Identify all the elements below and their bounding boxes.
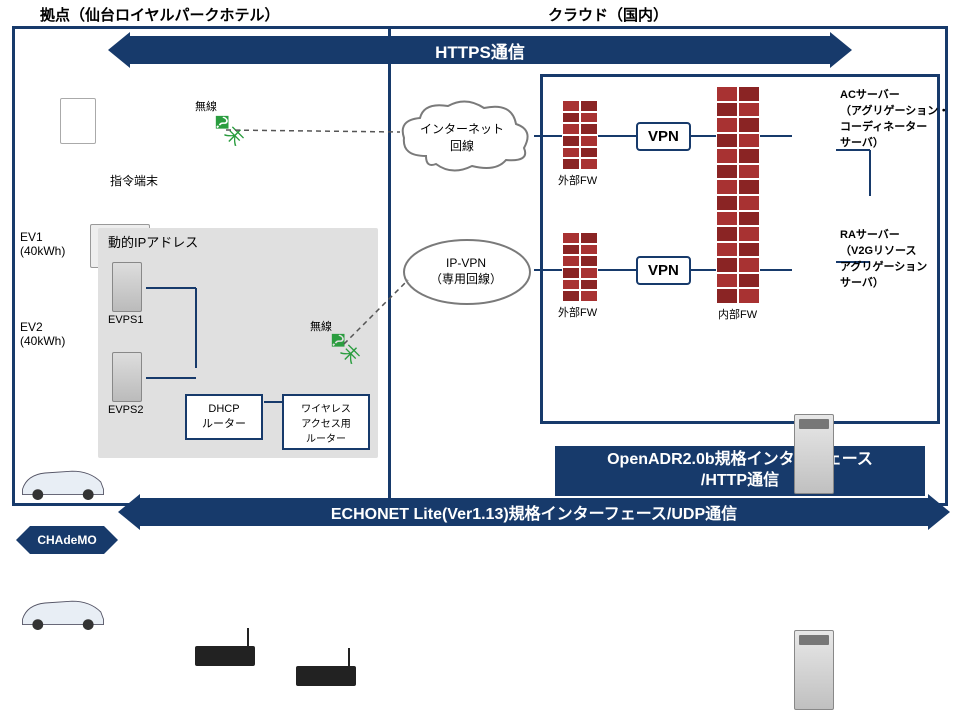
ev1-label: EV1 (40kWh) [20, 230, 65, 258]
dynamic-ip-label: 動的IPアドレス [108, 232, 198, 251]
dhcp-box: DHCP ルーター [185, 394, 263, 440]
ac-server-icon [794, 414, 834, 494]
left-section-label: 拠点（仙台ロイヤルパークホテル） [40, 4, 280, 25]
int-fw-label: 内部FW [718, 306, 757, 322]
evps2-label: EVPS2 [108, 404, 143, 416]
wireless-label-1: 無線 [195, 98, 217, 114]
chademo-text: CHAdeMO [37, 533, 96, 547]
ipvpn-label: IP-VPN （専用回線） [430, 256, 502, 287]
dhcp-router-icon [195, 646, 255, 666]
evps1-label: EVPS1 [108, 314, 143, 326]
car2-icon [18, 592, 108, 632]
chademo-banner: CHAdeMO [30, 526, 104, 554]
ra-server-icon [794, 630, 834, 710]
dhcp-label: DHCP ルーター [202, 403, 246, 431]
wireless-label-2: 無線 [310, 318, 332, 334]
ac-server-label: ACサーバー （アグリゲーション・ コーディネーター サーバ） [840, 86, 950, 150]
ext-fw-2-label: 外部FW [558, 304, 597, 320]
wireless-router-icon [296, 666, 356, 686]
divider-left [388, 26, 391, 506]
vpn-1: VPN [636, 122, 691, 151]
server-link-arrow [858, 654, 960, 694]
ra-server-label: RAサーバー （V2Gリソース アグリゲーション サーバ） [840, 226, 950, 290]
ext-fw-1-label: 外部FW [558, 172, 597, 188]
vpn-2: VPN [636, 256, 691, 285]
evps1-icon [112, 262, 142, 312]
evps2-icon [112, 352, 142, 402]
https-banner: HTTPS通信 [130, 36, 830, 64]
ev2-label: EV2 (40kWh) [20, 320, 65, 348]
echonet-banner-text: ECHONET Lite(Ver1.13)規格インターフェース/UDP通信 [331, 500, 737, 524]
right-section-label: クラウド（国内） [548, 4, 668, 25]
https-banner-text: HTTPS通信 [435, 38, 525, 63]
internet-label: インターネット 回線 [420, 120, 504, 154]
echonet-banner: ECHONET Lite(Ver1.13)規格インターフェース/UDP通信 [140, 498, 928, 526]
tower-icon [60, 98, 96, 144]
openadr-banner: OpenADR2.0b規格インターフェース /HTTP通信 [555, 446, 925, 496]
wireless-router-label: ワイヤレス アクセス用 ルーター [301, 400, 351, 445]
int-fw [716, 86, 760, 304]
car1-icon [18, 462, 108, 502]
terminal-label: 指令端末 [110, 172, 158, 189]
wireless-router-box: ワイヤレス アクセス用 ルーター [282, 394, 370, 450]
ext-fw-2 [562, 232, 598, 302]
ext-fw-1 [562, 100, 598, 170]
